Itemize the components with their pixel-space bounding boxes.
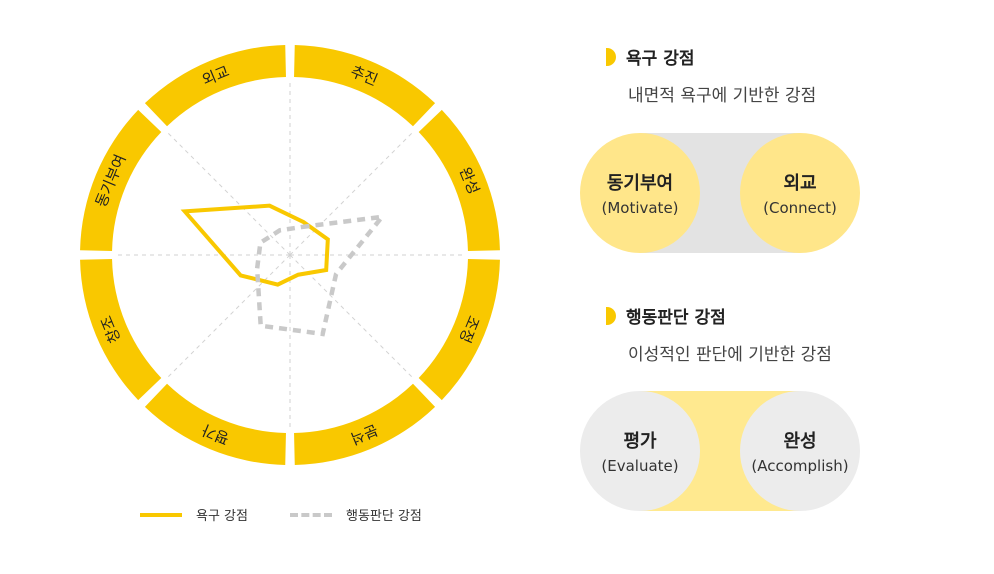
- desire-strength-pill: 동기부여 (Motivate) 외교 (Connect): [580, 133, 860, 253]
- strength-english: (Accomplish): [751, 457, 849, 475]
- radar-series: [180, 203, 388, 337]
- legend-item-action: 행동판단 강점: [289, 505, 422, 524]
- strength-english: (Evaluate): [601, 457, 679, 475]
- category-segment: [294, 45, 436, 127]
- section-action: 행동판단 강점 이성적인 판단에 기반한 강점: [606, 303, 832, 365]
- half-circle-bullet-icon: [606, 306, 616, 325]
- category-segment: [80, 109, 162, 251]
- section-subtitle: 이성적인 판단에 기반한 강점: [628, 345, 832, 365]
- section-desire: 욕구 강점 내면적 욕구에 기반한 강점: [606, 44, 816, 106]
- strength-circle-accomplish: 완성 (Accomplish): [740, 391, 860, 511]
- grid-spoke: [165, 254, 291, 380]
- strength-name: 평가: [623, 431, 657, 452]
- strength-name: 동기부여: [606, 173, 674, 194]
- section-subtitle: 내면적 욕구에 기반한 강점: [628, 86, 817, 106]
- section-title: 욕구 강점: [626, 49, 695, 69]
- category-segment: [80, 259, 162, 401]
- series-desire-line: [180, 203, 330, 287]
- half-circle-bullet-icon: [606, 47, 616, 66]
- grid-spoke: [165, 130, 291, 256]
- legend-label-action: 행동판단 강점: [345, 509, 422, 524]
- strength-circle-connect: 외교 (Connect): [740, 133, 860, 253]
- legend-solid-line-icon: [140, 512, 182, 517]
- section-title: 행동판단 강점: [626, 308, 726, 328]
- category-segment: [418, 109, 500, 251]
- legend-label-desire: 욕구 강점: [196, 509, 248, 524]
- strength-circle-evaluate: 평가 (Evaluate): [580, 391, 700, 511]
- category-segment: [418, 259, 500, 401]
- grid-spoke: [289, 130, 415, 256]
- strength-name: 완성: [783, 431, 817, 452]
- category-segment: [144, 45, 286, 127]
- strength-english: (Connect): [763, 199, 837, 217]
- legend-item-desire: 욕구 강점: [140, 505, 248, 524]
- strength-english: (Motivate): [601, 199, 679, 217]
- legend-dashed-line-icon: [289, 512, 332, 517]
- grid-spoke: [289, 254, 415, 380]
- action-strength-pill: 평가 (Evaluate) 완성 (Accomplish): [580, 391, 860, 511]
- radar-grid: [114, 79, 466, 431]
- strength-name: 외교: [783, 173, 817, 194]
- series-action-line: [254, 213, 388, 337]
- chart-legend: 욕구 강점 행동판단 강점: [140, 505, 464, 524]
- category-segment: [144, 383, 286, 465]
- category-segment: [294, 383, 436, 465]
- strength-circle-motivate: 동기부여 (Motivate): [580, 133, 700, 253]
